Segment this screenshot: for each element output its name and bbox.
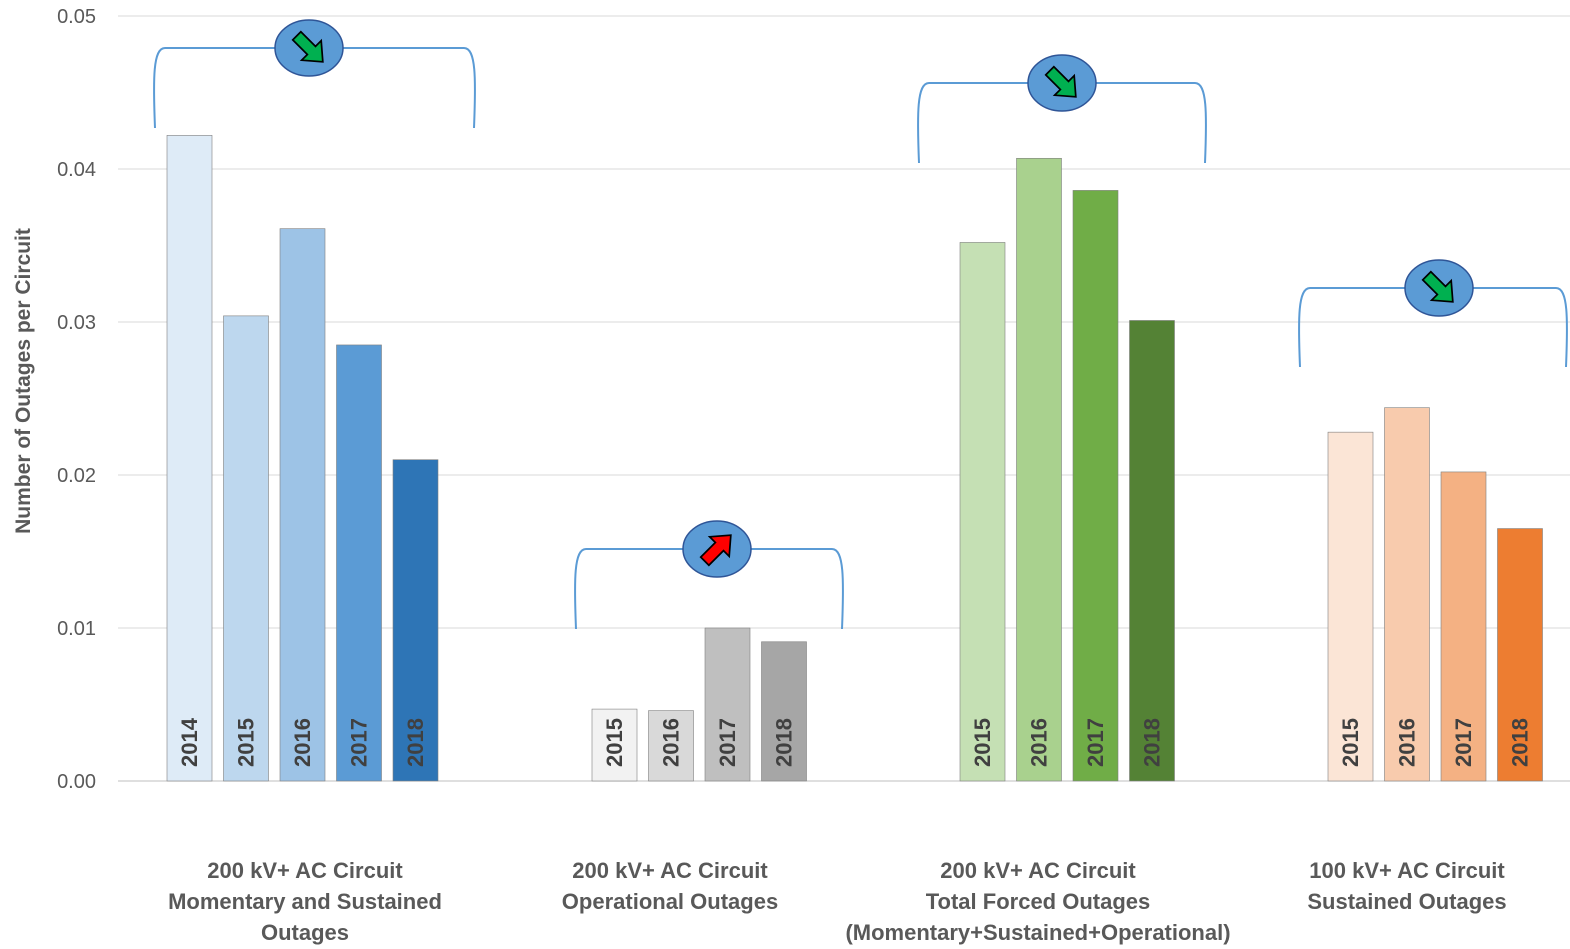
y-axis: 0.00 0.01 0.02 0.03 0.04 0.05 <box>57 6 96 793</box>
bar-year-label: 2016 <box>290 718 315 767</box>
bar <box>1440 471 1487 782</box>
group-label-line: 200 kV+ AC Circuit <box>207 858 403 883</box>
bar <box>704 627 751 782</box>
group-category-label: 100 kV+ AC Circuit Sustained Outages <box>1307 858 1506 914</box>
bar-year-label: 2015 <box>1338 718 1363 767</box>
bar <box>223 315 269 782</box>
bar <box>1072 190 1119 782</box>
group-category-label: 200 kV+ AC Circuit Momentary and Sustaine… <box>168 858 442 945</box>
bar-year-label: 2017 <box>347 718 372 767</box>
group-label-line: 100 kV+ AC Circuit <box>1309 858 1505 883</box>
y-tick-label: 0.03 <box>57 312 96 334</box>
bar-group-2: 2015 2016 2017 2018 <box>591 627 807 782</box>
bar-year-label: 2014 <box>177 717 202 767</box>
bar-year-label: 2015 <box>970 718 995 767</box>
bar-year-label: 2018 <box>1140 718 1165 767</box>
bar-group-1: 2014 2015 2016 2017 2018 <box>166 135 439 782</box>
bar <box>392 459 439 782</box>
bar-year-label: 2016 <box>1395 718 1420 767</box>
arrow-down-right-icon <box>1421 270 1454 303</box>
y-tick-label: 0.04 <box>57 159 96 181</box>
arrow-up-right-icon <box>699 534 732 567</box>
y-tick-label: 0.01 <box>57 618 96 640</box>
bar-year-label: 2018 <box>1508 718 1533 767</box>
y-tick-label: 0.00 <box>57 771 96 793</box>
bar-year-label: 2015 <box>234 718 259 767</box>
trend-bracket <box>917 54 1207 164</box>
group-labels: 200 kV+ AC Circuit Momentary and Sustaine… <box>168 858 1507 945</box>
bar <box>1129 320 1175 782</box>
group-label-line: (Momentary+Sustained+Operational) <box>845 920 1230 945</box>
bar <box>591 708 638 782</box>
group-label-line: 200 kV+ AC Circuit <box>572 858 768 883</box>
bar-year-label: 2018 <box>403 718 428 767</box>
bar <box>279 228 326 782</box>
bar <box>166 135 213 782</box>
group-category-label: 200 kV+ AC Circuit Operational Outages <box>562 858 778 914</box>
bar-group-4: 2015 2016 2017 2018 <box>1327 407 1543 782</box>
bar-group-3: 2015 2016 2017 2018 <box>959 157 1175 782</box>
bar <box>1497 528 1543 782</box>
bar <box>959 242 1006 782</box>
bar-year-label: 2017 <box>1451 718 1476 767</box>
bar-year-label: 2015 <box>602 718 627 767</box>
bar <box>648 710 694 782</box>
bar-year-label: 2018 <box>772 718 797 767</box>
bars: 2014 2015 2016 2017 2018 2015 2016 2017 2018 2015… <box>166 135 1543 782</box>
y-axis-label: Number of Outages per Circuit <box>12 228 35 534</box>
bar-year-label: 2017 <box>715 718 740 767</box>
bar-year-label: 2016 <box>1027 718 1052 767</box>
y-tick-label: 0.02 <box>57 465 96 487</box>
arrow-down-right-icon <box>1044 65 1077 98</box>
trend-bracket <box>1298 259 1568 368</box>
bar <box>761 641 807 782</box>
group-label-line: Momentary and Sustained <box>168 889 442 914</box>
trend-bracket <box>153 19 476 129</box>
bar <box>336 344 382 782</box>
bar <box>1327 431 1374 782</box>
arrow-down-right-icon <box>291 30 324 63</box>
group-label-line: 200 kV+ AC Circuit <box>940 858 1136 883</box>
group-label-line: Operational Outages <box>562 889 778 914</box>
y-tick-label: 0.05 <box>57 6 96 28</box>
group-category-label: 200 kV+ AC Circuit Total Forced Outages (M… <box>845 858 1230 945</box>
trend-bracket <box>574 520 844 630</box>
group-label-line: Outages <box>261 920 349 945</box>
bar <box>1384 407 1430 782</box>
group-label-line: Total Forced Outages <box>926 889 1151 914</box>
group-label-line: Sustained Outages <box>1307 889 1506 914</box>
trend-brackets <box>153 19 1568 630</box>
bar-year-label: 2017 <box>1083 718 1108 767</box>
bar-year-label: 2016 <box>659 718 684 767</box>
bar <box>1016 157 1062 782</box>
